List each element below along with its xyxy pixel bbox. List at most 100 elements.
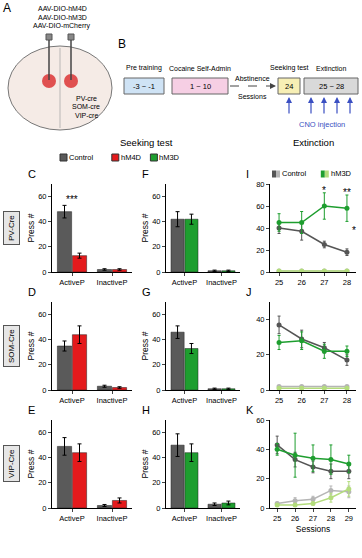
svg-text:E: E bbox=[28, 404, 35, 416]
svg-text:20: 20 bbox=[256, 474, 264, 483]
svg-text:60: 60 bbox=[152, 428, 160, 437]
svg-text:*: * bbox=[352, 225, 356, 236]
svg-text:Extinction: Extinction bbox=[316, 65, 346, 72]
svg-text:Control: Control bbox=[282, 169, 307, 178]
svg-text:20: 20 bbox=[152, 478, 160, 487]
svg-text:24: 24 bbox=[285, 82, 293, 91]
svg-text:D: D bbox=[28, 286, 36, 298]
svg-text:*: * bbox=[322, 185, 326, 196]
svg-text:Press #: Press # bbox=[26, 331, 36, 360]
svg-text:20: 20 bbox=[256, 246, 264, 255]
svg-text:Press #: Press # bbox=[140, 213, 150, 242]
svg-text:ActiveP: ActiveP bbox=[172, 396, 197, 405]
svg-text:40: 40 bbox=[152, 335, 160, 344]
svg-text:AAV-DIO-hM4D: AAV-DIO-hM4D bbox=[38, 5, 87, 12]
svg-text:Sessions: Sessions bbox=[238, 93, 267, 100]
svg-text:26: 26 bbox=[291, 514, 299, 523]
svg-text:0: 0 bbox=[42, 268, 46, 277]
svg-text:0: 0 bbox=[156, 268, 160, 277]
svg-text:40: 40 bbox=[152, 217, 160, 226]
svg-text:Press #: Press # bbox=[140, 449, 150, 478]
svg-text:60: 60 bbox=[152, 310, 160, 319]
svg-text:PV-Cre: PV-Cre bbox=[7, 215, 16, 241]
svg-text:1 ~ 10: 1 ~ 10 bbox=[190, 82, 211, 91]
svg-text:Sessions: Sessions bbox=[296, 524, 331, 534]
svg-text:25 ~ 28: 25 ~ 28 bbox=[319, 82, 344, 91]
svg-text:PV-cre: PV-cre bbox=[76, 95, 97, 102]
svg-text:60: 60 bbox=[256, 416, 264, 425]
svg-text:H: H bbox=[142, 404, 150, 416]
svg-text:25: 25 bbox=[275, 396, 283, 405]
svg-text:28: 28 bbox=[327, 514, 335, 523]
svg-text:AAV-DIO-hM3D: AAV-DIO-hM3D bbox=[38, 14, 87, 21]
svg-text:ActiveP: ActiveP bbox=[172, 278, 197, 287]
svg-text:27: 27 bbox=[320, 396, 328, 405]
svg-text:60: 60 bbox=[152, 192, 160, 201]
svg-text:Extinction: Extinction bbox=[293, 137, 334, 148]
svg-text:InactiveP: InactiveP bbox=[206, 396, 237, 405]
svg-text:40: 40 bbox=[38, 217, 46, 226]
svg-text:20: 20 bbox=[256, 350, 264, 359]
svg-text:Control: Control bbox=[69, 153, 94, 162]
svg-text:VIP-cre: VIP-cre bbox=[75, 112, 98, 119]
svg-text:Press #: Press # bbox=[26, 213, 36, 242]
svg-text:60: 60 bbox=[38, 310, 46, 319]
svg-text:InactiveP: InactiveP bbox=[206, 278, 237, 287]
svg-text:-3 ~ -1: -3 ~ -1 bbox=[133, 82, 155, 91]
svg-text:25: 25 bbox=[275, 278, 283, 287]
svg-text:ActiveP: ActiveP bbox=[59, 278, 84, 287]
svg-text:40: 40 bbox=[38, 335, 46, 344]
svg-text:Seeking test: Seeking test bbox=[270, 64, 309, 72]
svg-text:0: 0 bbox=[42, 386, 46, 395]
svg-text:40: 40 bbox=[256, 224, 264, 233]
svg-text:CNO injection: CNO injection bbox=[299, 120, 345, 129]
svg-text:80: 80 bbox=[256, 180, 264, 189]
svg-text:27: 27 bbox=[309, 514, 317, 523]
svg-text:AAV-DIO-mCherry: AAV-DIO-mCherry bbox=[33, 22, 91, 30]
svg-text:0: 0 bbox=[156, 504, 160, 513]
svg-text:20: 20 bbox=[38, 478, 46, 487]
svg-text:Seeking test: Seeking test bbox=[120, 137, 173, 148]
svg-text:40: 40 bbox=[38, 453, 46, 462]
svg-text:25: 25 bbox=[273, 514, 281, 523]
svg-text:Cocaine Self-Admin: Cocaine Self-Admin bbox=[169, 65, 231, 72]
svg-text:0: 0 bbox=[156, 386, 160, 395]
svg-text:20: 20 bbox=[38, 360, 46, 369]
svg-text:26: 26 bbox=[298, 396, 306, 405]
svg-text:60: 60 bbox=[38, 428, 46, 437]
svg-text:C: C bbox=[28, 168, 36, 180]
svg-text:0: 0 bbox=[260, 504, 264, 513]
svg-text:InactiveP: InactiveP bbox=[97, 278, 128, 287]
svg-text:Pre training: Pre training bbox=[126, 64, 162, 72]
svg-text:27: 27 bbox=[320, 278, 328, 287]
svg-text:Press #: Press # bbox=[140, 331, 150, 360]
svg-text:Press #: Press # bbox=[26, 449, 36, 478]
svg-text:***: *** bbox=[66, 194, 78, 205]
svg-text:SOM-Cre: SOM-Cre bbox=[7, 329, 16, 363]
svg-text:29: 29 bbox=[345, 514, 353, 523]
svg-text:K: K bbox=[246, 404, 254, 416]
svg-text:hM4D: hM4D bbox=[121, 153, 142, 162]
svg-text:InactiveP: InactiveP bbox=[206, 514, 237, 523]
svg-text:Abstinence: Abstinence bbox=[235, 75, 270, 82]
svg-text:20: 20 bbox=[152, 242, 160, 251]
svg-text:ActiveP: ActiveP bbox=[59, 514, 84, 523]
svg-text:G: G bbox=[142, 286, 151, 298]
svg-text:hM3D: hM3D bbox=[331, 169, 352, 178]
svg-text:**: ** bbox=[343, 187, 351, 198]
svg-text:26: 26 bbox=[298, 278, 306, 287]
svg-text:40: 40 bbox=[256, 315, 264, 324]
svg-text:J: J bbox=[246, 286, 252, 298]
svg-text:40: 40 bbox=[152, 453, 160, 462]
svg-text:20: 20 bbox=[152, 360, 160, 369]
svg-text:InactiveP: InactiveP bbox=[97, 514, 128, 523]
svg-text:SOM-cre: SOM-cre bbox=[72, 103, 100, 110]
svg-text:0: 0 bbox=[42, 504, 46, 513]
svg-text:0: 0 bbox=[260, 386, 264, 395]
svg-text:60: 60 bbox=[256, 202, 264, 211]
svg-text:hM3D: hM3D bbox=[159, 153, 180, 162]
svg-text:60: 60 bbox=[38, 192, 46, 201]
svg-text:F: F bbox=[142, 168, 149, 180]
svg-text:40: 40 bbox=[256, 445, 264, 454]
svg-text:InactiveP: InactiveP bbox=[97, 396, 128, 405]
